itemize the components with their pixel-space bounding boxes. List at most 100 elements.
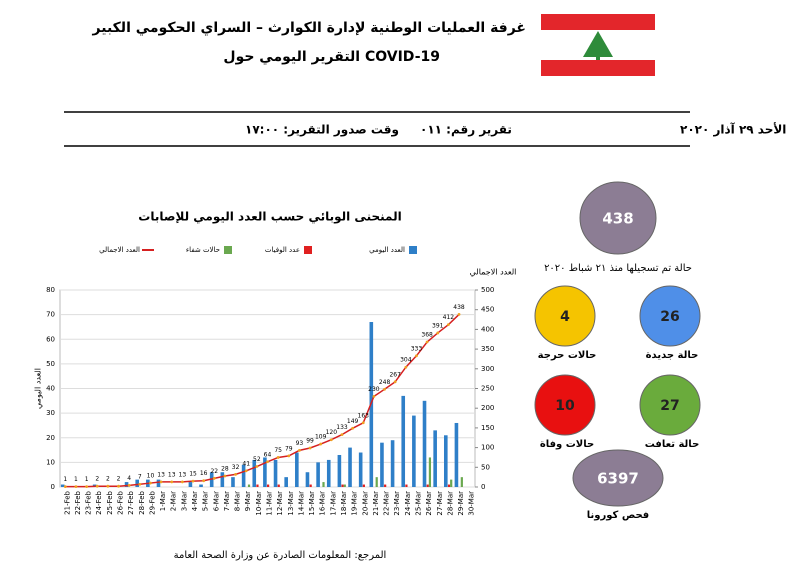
y2-axis-label: العدد الاجمالي bbox=[470, 268, 517, 277]
cumulative-point bbox=[106, 484, 110, 488]
y-tick-label: 50 bbox=[46, 360, 55, 368]
data-label: 41 bbox=[242, 460, 250, 467]
data-label: 391 bbox=[432, 322, 444, 329]
data-label: 1 bbox=[74, 476, 78, 483]
x-tick-label: 10-Mar bbox=[255, 491, 263, 516]
cumulative-point bbox=[319, 442, 323, 446]
data-label: 304 bbox=[400, 357, 412, 364]
x-tick-label: 30-Mar bbox=[468, 491, 476, 516]
bar bbox=[231, 477, 235, 487]
bar bbox=[348, 447, 352, 487]
stat-label: حالات حرجة bbox=[538, 350, 597, 361]
bar bbox=[263, 457, 267, 487]
cumulative-point bbox=[202, 479, 206, 483]
x-tick-label: 23-Feb bbox=[85, 490, 93, 514]
data-label: 412 bbox=[443, 314, 455, 321]
cumulative-point bbox=[223, 474, 227, 478]
cumulative-point bbox=[159, 480, 163, 484]
data-label: 1 bbox=[63, 476, 67, 483]
data-label: 28 bbox=[221, 465, 229, 472]
stat-value: 10 bbox=[555, 398, 575, 414]
data-label: 93 bbox=[296, 440, 304, 447]
cumulative-point bbox=[308, 446, 312, 450]
x-tick-label: 25-Feb bbox=[106, 490, 114, 514]
cumulative-point bbox=[191, 479, 195, 483]
data-label: 52 bbox=[253, 456, 261, 463]
x-tick-label: 7-Mar bbox=[223, 491, 231, 511]
y2-tick-label: 0 bbox=[481, 483, 485, 491]
data-label: 109 bbox=[315, 434, 327, 441]
bar bbox=[422, 400, 427, 487]
y-tick-label: 30 bbox=[46, 409, 55, 417]
bar bbox=[428, 457, 432, 487]
y2-tick-label: 100 bbox=[481, 444, 494, 452]
y2-tick-label: 200 bbox=[481, 404, 494, 412]
stat-value: 6397 bbox=[597, 470, 639, 488]
bar bbox=[405, 484, 408, 487]
bar bbox=[305, 472, 310, 487]
data-label: 79 bbox=[285, 445, 293, 452]
bar bbox=[447, 484, 451, 487]
data-label: 22 bbox=[210, 468, 218, 475]
x-tick-label: 6-Mar bbox=[212, 491, 220, 511]
stat-value: 27 bbox=[660, 398, 679, 414]
cumulative-point bbox=[127, 484, 131, 487]
bar bbox=[247, 484, 251, 487]
legend-label: عدد الوفيات bbox=[265, 246, 300, 254]
x-tick-label: 28-Mar bbox=[446, 491, 454, 516]
cumulative-point bbox=[212, 476, 216, 480]
x-tick-label: 29-Feb bbox=[148, 490, 156, 514]
bar bbox=[380, 442, 384, 487]
cumulative-point bbox=[85, 485, 89, 489]
footer: المرجع: المعلومات الصادرة عن وزارة الصحة… bbox=[174, 550, 387, 561]
y2-tick-label: 450 bbox=[481, 306, 494, 314]
x-tick-label: 22-Mar bbox=[383, 491, 391, 516]
stats: 438 حالة تم تسجيلها منذ ٢١ شباط ٢٠٢٠ 4 حالا… bbox=[534, 181, 701, 521]
stat-circle bbox=[579, 181, 657, 255]
bar bbox=[256, 484, 259, 487]
cumulative-point bbox=[149, 481, 152, 485]
cumulative-point bbox=[393, 380, 397, 384]
y-tick-label: 0 bbox=[51, 483, 55, 491]
cumulative-point bbox=[425, 340, 429, 344]
cumulative-point bbox=[180, 480, 184, 484]
cumulative-point bbox=[340, 433, 344, 436]
bar bbox=[135, 479, 140, 487]
cumulative-point bbox=[298, 448, 301, 452]
x-tick-label: 16-Mar bbox=[319, 491, 327, 516]
y2-tick-label: 250 bbox=[481, 385, 494, 393]
x-tick-label: 9-Mar bbox=[244, 491, 252, 511]
cumulative-point bbox=[95, 484, 99, 488]
y2-tick-label: 500 bbox=[481, 286, 494, 294]
x-tick-label: 21-Mar bbox=[372, 491, 380, 516]
y-tick-label: 40 bbox=[46, 385, 55, 393]
cumulative-point bbox=[436, 331, 440, 335]
bar bbox=[390, 440, 395, 487]
data-label: 32 bbox=[232, 464, 240, 471]
cumulative-point bbox=[74, 485, 78, 489]
bar bbox=[426, 484, 429, 487]
cumulative-point bbox=[415, 354, 418, 358]
bar bbox=[341, 484, 344, 487]
bar bbox=[295, 452, 299, 487]
stat-label: فحص كورونا bbox=[587, 510, 649, 521]
x-tick-label: 1-Mar bbox=[159, 491, 167, 511]
data-label: 133 bbox=[336, 424, 348, 431]
stat-value: 438 bbox=[602, 210, 633, 228]
x-tick-label: 5-Mar bbox=[202, 491, 210, 511]
data-label: 4 bbox=[127, 475, 131, 482]
data-label: 163 bbox=[358, 412, 370, 419]
data-label: 149 bbox=[347, 418, 359, 425]
report-number: تقرير رقم: ٠١١ bbox=[420, 123, 512, 137]
bar bbox=[124, 482, 129, 487]
y-tick-label: 70 bbox=[46, 311, 55, 319]
y2-tick-label: 50 bbox=[481, 463, 490, 471]
data-label: 438 bbox=[453, 304, 465, 311]
data-label: 230 bbox=[368, 386, 380, 393]
data-label: 15 bbox=[189, 471, 197, 478]
x-tick-label: 12-Mar bbox=[276, 491, 284, 516]
bar bbox=[337, 454, 342, 487]
stat-circle bbox=[639, 285, 701, 347]
cumulative-point bbox=[63, 485, 67, 489]
